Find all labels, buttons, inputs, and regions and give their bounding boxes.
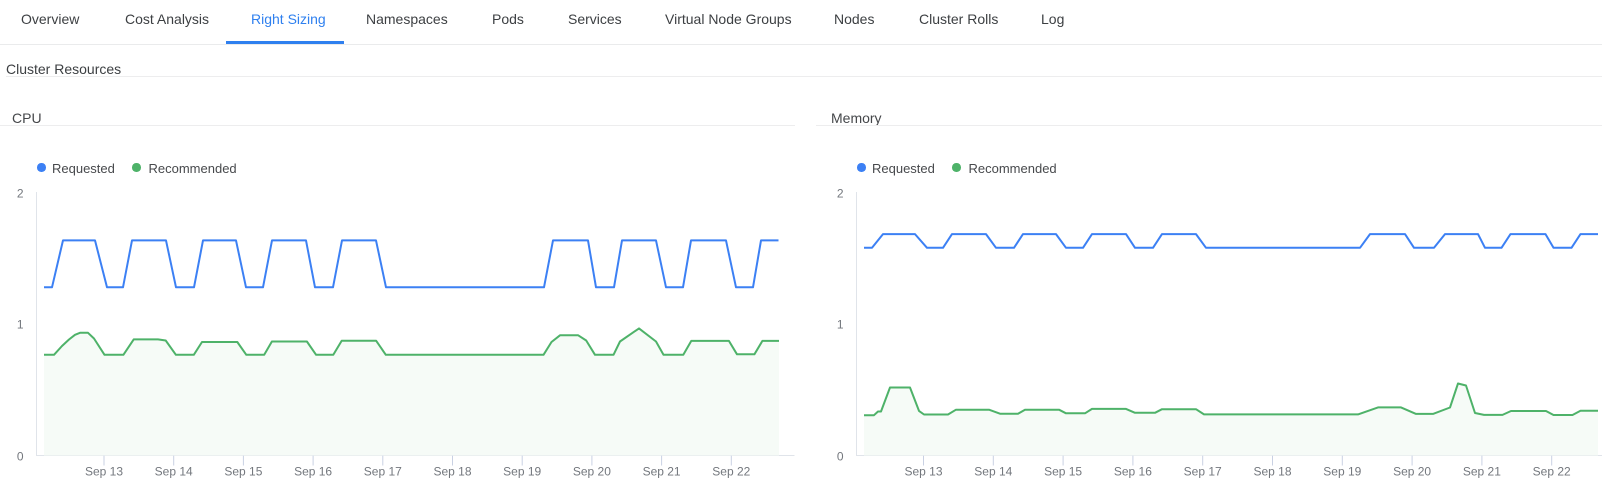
svg-text:Sep 16: Sep 16 — [1114, 465, 1152, 479]
svg-text:1: 1 — [17, 317, 24, 331]
svg-text:Sep 15: Sep 15 — [1044, 465, 1082, 479]
svg-text:Sep 17: Sep 17 — [1184, 465, 1222, 479]
svg-text:Sep 22: Sep 22 — [1533, 465, 1571, 479]
svg-text:Sep 19: Sep 19 — [503, 465, 541, 479]
svg-text:Sep 22: Sep 22 — [712, 465, 750, 479]
svg-text:1: 1 — [837, 317, 844, 331]
svg-text:Sep 19: Sep 19 — [1323, 465, 1361, 479]
svg-text:0: 0 — [17, 449, 24, 463]
svg-text:Sep 18: Sep 18 — [1253, 465, 1291, 479]
svg-text:2: 2 — [837, 186, 844, 200]
svg-text:Sep 15: Sep 15 — [224, 465, 262, 479]
svg-text:Sep 17: Sep 17 — [364, 465, 402, 479]
svg-text:Sep 14: Sep 14 — [974, 465, 1012, 479]
svg-text:Sep 14: Sep 14 — [155, 465, 193, 479]
svg-text:Sep 21: Sep 21 — [643, 465, 681, 479]
svg-text:2: 2 — [17, 186, 24, 200]
svg-text:0: 0 — [837, 449, 844, 463]
svg-text:Sep 13: Sep 13 — [904, 465, 942, 479]
svg-text:Sep 13: Sep 13 — [85, 465, 123, 479]
svg-text:Sep 21: Sep 21 — [1463, 465, 1501, 479]
svg-text:Sep 20: Sep 20 — [573, 465, 611, 479]
svg-text:Sep 18: Sep 18 — [433, 465, 471, 479]
svg-text:Sep 16: Sep 16 — [294, 465, 332, 479]
svg-text:Sep 20: Sep 20 — [1393, 465, 1431, 479]
